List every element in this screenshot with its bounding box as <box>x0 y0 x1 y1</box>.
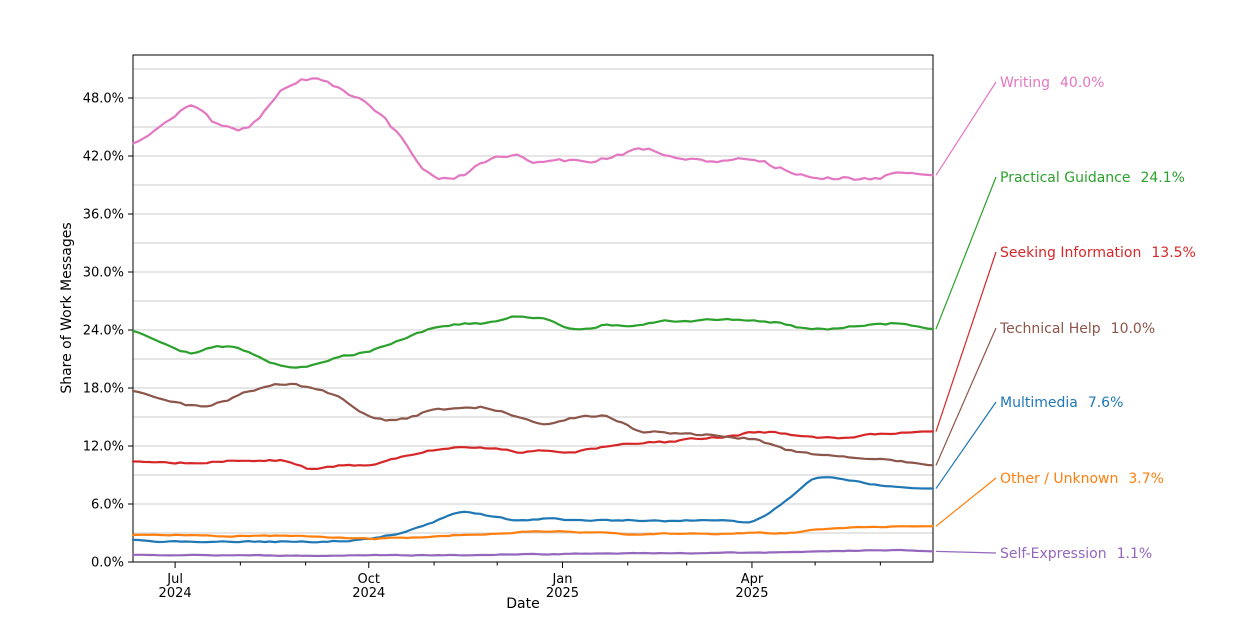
y-axis-title: Share of Work Messages <box>59 222 75 394</box>
series-line-seeking-information <box>131 430 935 470</box>
series-label-name: Seeking Information <box>1000 245 1141 261</box>
y-tick-label: 36.0% <box>83 208 124 223</box>
x-tick-label-year: 2024 <box>159 586 192 601</box>
x-axis-title: Date <box>506 596 540 612</box>
series-line-multimedia <box>131 476 935 544</box>
series-line-self-expression <box>131 548 935 558</box>
series-label-multimedia: Multimedia 7.6% <box>1000 395 1123 411</box>
series-label-other-unknown: Other / Unknown 3.7% <box>1000 471 1164 487</box>
series-label-seeking-information: Seeking Information 13.5% <box>1000 245 1196 261</box>
series-label-technical-help: Technical Help 10.0% <box>999 321 1155 337</box>
series-label-practical-guidance: Practical Guidance 24.1% <box>1000 170 1185 186</box>
series-line-technical-help <box>131 382 935 467</box>
y-tick-label: 42.0% <box>83 150 124 165</box>
y-tick-label: 0.0% <box>91 556 124 571</box>
series-label-value: 1.1% <box>1117 546 1153 562</box>
series-label-name: Practical Guidance <box>1000 170 1130 186</box>
series-label-value: 3.7% <box>1128 471 1164 487</box>
series-label-value: 7.6% <box>1088 395 1124 411</box>
x-tick-label-year: 2025 <box>735 586 768 601</box>
leader-line-seeking-information <box>935 251 997 432</box>
series-label-name: Technical Help <box>999 321 1101 337</box>
series-label-name: Other / Unknown <box>1000 471 1118 487</box>
series-label-value: 10.0% <box>1111 321 1155 337</box>
leader-line-technical-help <box>935 327 997 466</box>
x-tick-label-month: Apr <box>741 572 764 587</box>
series-label-self-expression: Self-Expression 1.1% <box>1000 546 1152 562</box>
series-line-practical-guidance <box>131 315 935 369</box>
y-tick-label: 48.0% <box>83 92 124 107</box>
series-line-writing <box>131 77 935 181</box>
y-tick-label: 6.0% <box>91 498 124 513</box>
series-label-name: Multimedia <box>1000 395 1078 411</box>
leader-line-other-unknown <box>935 477 997 527</box>
x-tick-label-year: 2025 <box>546 586 579 601</box>
plot-border <box>132 54 934 563</box>
series-label-value: 40.0% <box>1060 75 1104 91</box>
x-tick-label-month: Oct <box>358 572 380 587</box>
x-tick-label-month: Jan <box>551 572 572 587</box>
series-label-writing: Writing 40.0% <box>1000 75 1104 91</box>
series-label-name: Self-Expression <box>1000 546 1107 562</box>
x-tick-label-month: Jul <box>166 572 183 587</box>
series-label-value: 13.5% <box>1151 245 1195 261</box>
leader-line-writing <box>935 81 997 176</box>
series-label-name: Writing <box>1000 75 1050 91</box>
series-label-value: 24.1% <box>1140 170 1184 186</box>
leader-line-practical-guidance <box>935 176 997 330</box>
leader-line-multimedia <box>935 401 997 489</box>
leader-line-self-expression <box>935 550 997 554</box>
y-tick-label: 18.0% <box>83 382 124 397</box>
series-line-other-unknown <box>131 525 935 541</box>
y-tick-label: 24.0% <box>83 324 124 339</box>
y-tick-label: 30.0% <box>83 266 124 281</box>
y-tick-label: 12.0% <box>83 440 124 455</box>
x-tick-label-year: 2024 <box>352 586 385 601</box>
